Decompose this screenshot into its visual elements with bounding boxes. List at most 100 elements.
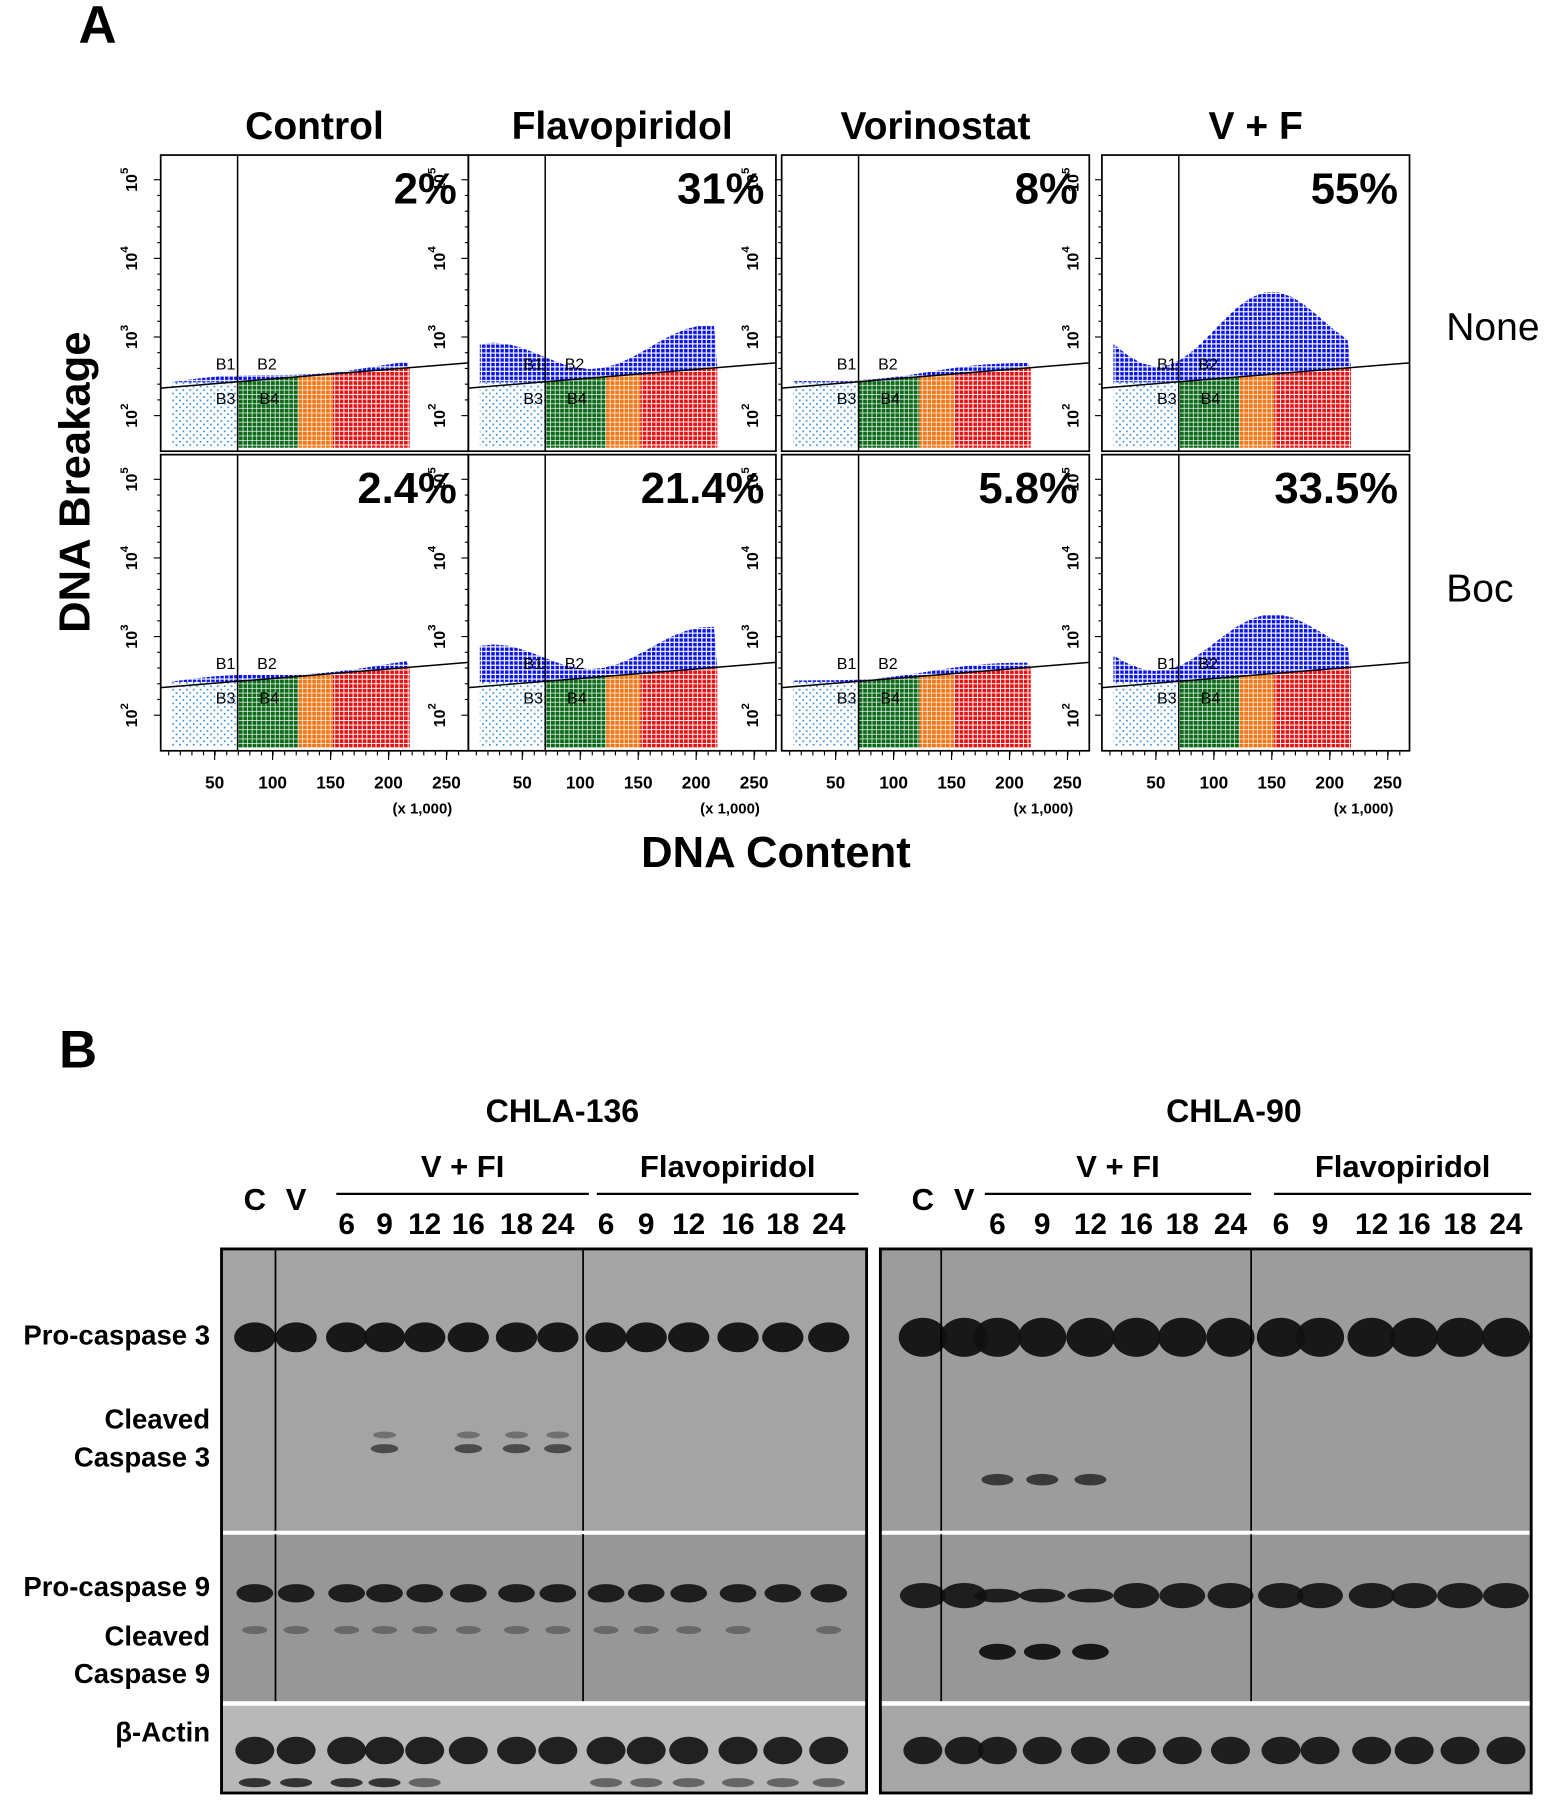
s-cloud: [1239, 673, 1275, 748]
lane-label: 9: [638, 1208, 655, 1241]
band: [725, 1625, 751, 1635]
gate-diagonal: [1101, 661, 1410, 689]
lane-label: 18: [1166, 1208, 1199, 1241]
percentage: 33.5%: [1274, 465, 1398, 513]
band: [404, 1322, 446, 1353]
x-tick-label: 100: [879, 773, 908, 793]
apoptotic-cloud: [793, 662, 1031, 687]
y-tick-exponent: 2: [1060, 403, 1072, 409]
band: [328, 1584, 366, 1603]
lane-label: 6: [598, 1208, 615, 1241]
x-scale-note: (x 1,000): [1014, 800, 1074, 817]
y-tick-label: 105: [740, 167, 762, 192]
lane-label: 16: [1120, 1208, 1153, 1241]
lane-label: 6: [338, 1208, 355, 1241]
band: [1116, 1736, 1156, 1765]
y-axis-title: DNA Breakage: [52, 332, 100, 633]
lane-label: 24: [1214, 1208, 1248, 1241]
y-tick-label: 102: [427, 703, 449, 727]
y-tick-exponent: 4: [1060, 545, 1072, 552]
y-tick-label: 102: [740, 403, 762, 427]
band: [1162, 1736, 1202, 1765]
band: [1261, 1736, 1301, 1765]
lane-label: 16: [721, 1208, 754, 1241]
band: [977, 1736, 1017, 1765]
y-tick-exponent: 2: [119, 403, 131, 409]
y-tick-exponent: 5: [740, 467, 752, 474]
g1-cloud: [237, 676, 299, 748]
y-tick-base: 10: [123, 631, 141, 649]
gate-label: B2: [565, 655, 585, 673]
y-tick-base: 10: [1065, 331, 1083, 349]
band: [325, 1322, 368, 1353]
y-tick-base: 10: [123, 174, 141, 192]
y-tick-exponent: 5: [740, 167, 752, 174]
s-cloud: [606, 673, 641, 748]
gate-label: B1: [1157, 355, 1177, 373]
band: [903, 1736, 943, 1765]
band: [1300, 1736, 1340, 1765]
y-tick-base: 10: [1065, 174, 1083, 192]
blot-frame: [220, 1247, 869, 1795]
blot-frame: [878, 1247, 1533, 1795]
gate-label: B1: [1157, 655, 1177, 673]
gate-label: B4: [259, 390, 279, 408]
gate-label: B4: [1201, 390, 1221, 408]
x-tick-label: 150: [937, 773, 966, 793]
band: [498, 1584, 535, 1603]
sub-g1-cloud: [172, 382, 238, 448]
band: [670, 1584, 708, 1603]
band: [1206, 1317, 1255, 1357]
x-tick-label: 250: [432, 773, 461, 793]
apoptotic-cloud: [172, 361, 410, 388]
g2-cloud: [953, 367, 1031, 448]
y-tick-label: 103: [740, 325, 762, 349]
plot-frame: [780, 154, 1091, 453]
y-tick-label: 103: [1060, 325, 1082, 349]
y-tick-exponent: 5: [119, 467, 131, 474]
band: [334, 1625, 360, 1635]
group-label: Flavopiridol: [640, 1149, 816, 1184]
band: [365, 1736, 405, 1765]
s-cloud: [606, 373, 641, 448]
band: [1486, 1736, 1526, 1765]
x-tick-label: 200: [682, 773, 711, 793]
gate-label: B3: [837, 390, 857, 408]
band: [363, 1322, 406, 1353]
band: [1390, 1317, 1439, 1357]
band: [899, 1582, 946, 1609]
band: [809, 1736, 849, 1765]
plot-frame: [467, 453, 777, 752]
band: [456, 1431, 480, 1439]
row-label: Boc: [1446, 568, 1513, 611]
band: [721, 1778, 755, 1788]
gate-label: B1: [216, 655, 236, 673]
lane-label: 12: [408, 1208, 441, 1241]
x-tick-label: 50: [205, 773, 224, 793]
gate-label: B2: [878, 355, 898, 373]
gate-label: B4: [567, 390, 587, 408]
band: [275, 1322, 317, 1353]
lane-label: 24: [1489, 1208, 1523, 1241]
y-tick-exponent: 3: [427, 325, 439, 331]
band: [373, 1431, 396, 1439]
gate-label: B1: [837, 655, 857, 673]
s-cloud: [298, 373, 333, 448]
gate-diagonal: [781, 661, 1090, 689]
y-tick-exponent: 5: [427, 167, 439, 174]
band: [1067, 1588, 1114, 1603]
band: [1437, 1582, 1483, 1609]
y-tick-exponent: 4: [1060, 246, 1072, 253]
gate-label: B4: [259, 689, 279, 707]
y-tick-label: 105: [740, 467, 762, 492]
panel-label: B: [59, 1021, 97, 1080]
s-cloud: [919, 673, 954, 748]
y-tick-exponent: 4: [740, 545, 752, 552]
x-tick-label: 200: [1315, 773, 1344, 793]
gate-label: B2: [565, 355, 585, 373]
x-tick-label: 150: [624, 773, 653, 793]
band: [277, 1584, 315, 1603]
gate-label: B2: [1198, 355, 1218, 373]
g2-cloud: [953, 667, 1031, 748]
y-tick-base: 10: [431, 410, 449, 428]
